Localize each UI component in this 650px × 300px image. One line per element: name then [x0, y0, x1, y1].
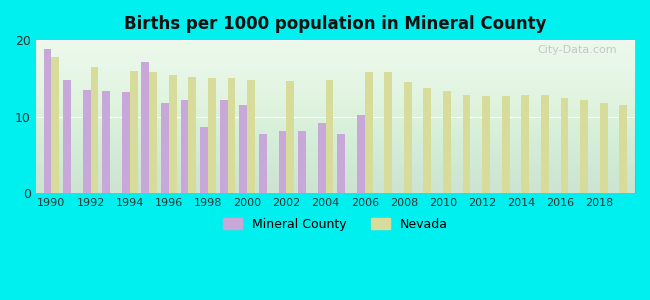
Bar	[600, 103, 608, 193]
Bar	[279, 130, 287, 193]
Bar	[287, 81, 294, 193]
Bar	[130, 71, 138, 193]
Bar	[541, 95, 549, 193]
Legend: Mineral County, Nevada: Mineral County, Nevada	[218, 213, 453, 236]
Bar	[326, 80, 333, 193]
Bar	[482, 96, 490, 193]
Bar	[580, 100, 588, 193]
Title: Births per 1000 population in Mineral County: Births per 1000 population in Mineral Co…	[124, 15, 547, 33]
Bar	[181, 100, 188, 193]
Bar	[150, 72, 157, 193]
Bar	[44, 49, 51, 193]
Bar	[384, 72, 392, 193]
Bar	[90, 67, 98, 193]
Bar	[443, 92, 451, 193]
Bar	[404, 82, 411, 193]
Bar	[227, 78, 235, 193]
Bar	[188, 77, 196, 193]
Bar	[83, 90, 90, 193]
Bar	[102, 92, 110, 193]
Bar	[239, 105, 247, 193]
Bar	[220, 100, 228, 193]
Bar	[51, 57, 59, 193]
Bar	[463, 95, 471, 193]
Bar	[161, 103, 169, 193]
Bar	[122, 92, 130, 193]
Bar	[169, 75, 177, 193]
Bar	[318, 123, 326, 193]
Bar	[63, 80, 71, 193]
Bar	[365, 72, 372, 193]
Bar	[247, 80, 255, 193]
Bar	[337, 134, 345, 193]
Bar	[357, 115, 365, 193]
Bar	[259, 134, 266, 193]
Bar	[560, 98, 568, 193]
Bar	[502, 96, 510, 193]
Bar	[521, 95, 529, 193]
Bar	[298, 130, 306, 193]
Bar	[619, 105, 627, 193]
Bar	[424, 88, 432, 193]
Bar	[142, 61, 150, 193]
Bar	[208, 78, 216, 193]
Bar	[200, 127, 208, 193]
Text: City-Data.com: City-Data.com	[538, 45, 617, 55]
